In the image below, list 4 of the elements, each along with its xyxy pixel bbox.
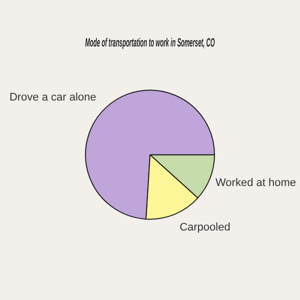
slice-label: Worked at home [216,176,296,189]
slice-label: Drove a car alone [9,92,96,104]
chart-title: Mode of transportation to work in Somerset, CO [85,35,216,50]
slice-label: Carpooled [180,221,230,234]
